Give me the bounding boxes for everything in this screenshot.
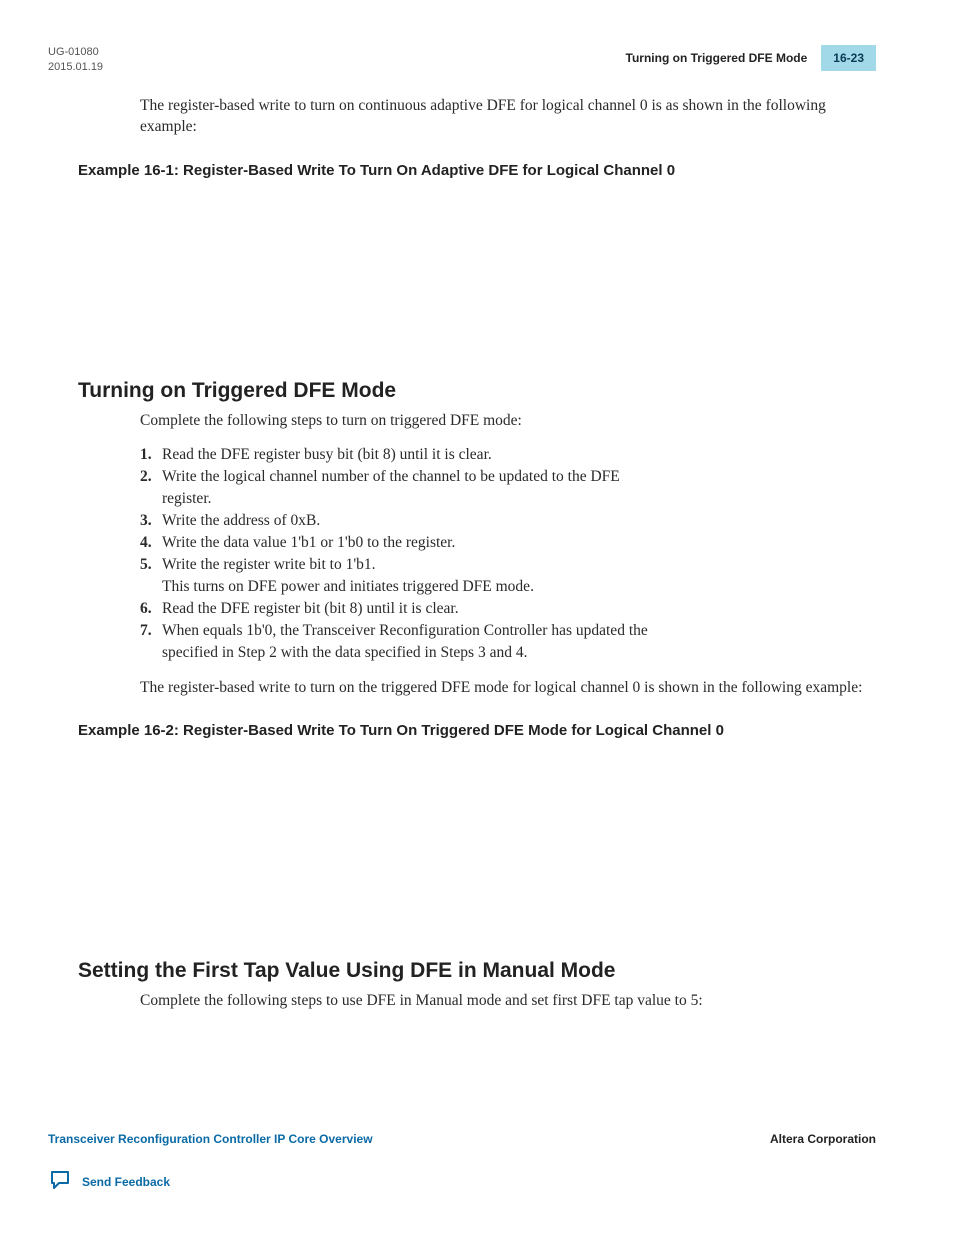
intro-paragraph: The register-based write to turn on cont… — [140, 96, 876, 138]
step-text: Read the DFE register busy bit (bit 8) u… — [162, 446, 492, 463]
doc-meta: UG-01080 2015.01.19 — [48, 45, 103, 76]
list-item: 1. Read the DFE register busy bit (bit 8)… — [140, 444, 876, 466]
step-text: Write the register write bit to 1'b1. — [162, 556, 376, 573]
list-item: 4. Write the data value 1'b1 or 1'b0 to t… — [140, 532, 876, 554]
heading-triggered-dfe: Turning on Triggered DFE Mode — [78, 379, 876, 403]
send-feedback-link[interactable]: Send Feedback — [48, 1168, 876, 1195]
example-2-title: Example 16-2: Register-Based Write To Tu… — [78, 722, 876, 739]
step-text: Write the logical channel number of the … — [162, 468, 620, 485]
step-sub: specified in Step 2 with the data specif… — [162, 642, 876, 664]
steps-list: 1. Read the DFE register busy bit (bit 8)… — [140, 444, 876, 664]
step-sub: register. — [162, 488, 876, 510]
footer-row: Transceiver Reconfiguration Controller I… — [48, 1132, 876, 1146]
send-feedback-label: Send Feedback — [82, 1175, 170, 1189]
step-text: When equals 1b'0, the Transceiver Reconf… — [162, 622, 648, 639]
list-item: 2. Write the logical channel number of th… — [140, 466, 876, 510]
step-text: Write the data value 1'b1 or 1'b0 to the… — [162, 534, 455, 551]
step-text: Write the address of 0xB. — [162, 512, 320, 529]
step-sub: This turns on DFE power and initiates tr… — [162, 576, 876, 598]
footer-company: Altera Corporation — [770, 1132, 876, 1146]
manual-intro: Complete the following steps to use DFE … — [140, 991, 876, 1012]
doc-id: UG-01080 — [48, 45, 103, 60]
triggered-intro: Complete the following steps to turn on … — [140, 411, 876, 432]
speech-bubble-icon — [48, 1168, 72, 1195]
list-item: 6. Read the DFE register bit (bit 8) unti… — [140, 598, 876, 620]
page-header: UG-01080 2015.01.19 Turning on Triggered… — [0, 0, 954, 76]
step-number: 2. — [140, 466, 152, 488]
heading-manual-mode: Setting the First Tap Value Using DFE in… — [78, 959, 876, 983]
page-number-badge: 16-23 — [821, 45, 876, 71]
triggered-outro: The register-based write to turn on the … — [140, 678, 876, 699]
page-footer: Transceiver Reconfiguration Controller I… — [0, 1132, 954, 1195]
list-item: 3. Write the address of 0xB. — [140, 510, 876, 532]
step-number: 3. — [140, 510, 152, 532]
list-item: 7. When equals 1b'0, the Transceiver Reco… — [140, 620, 876, 664]
step-number: 4. — [140, 532, 152, 554]
step-number: 6. — [140, 598, 152, 620]
step-number: 5. — [140, 554, 152, 576]
step-text: Read the DFE register bit (bit 8) until … — [162, 600, 459, 617]
header-right: Turning on Triggered DFE Mode 16-23 — [626, 45, 876, 71]
doc-date: 2015.01.19 — [48, 60, 103, 75]
example-1-title: Example 16-1: Register-Based Write To Tu… — [78, 162, 876, 179]
page-content: The register-based write to turn on cont… — [0, 76, 954, 1013]
list-item: 5. Write the register write bit to 1'b1. T… — [140, 554, 876, 598]
footer-left-link[interactable]: Transceiver Reconfiguration Controller I… — [48, 1132, 373, 1146]
step-number: 7. — [140, 620, 152, 642]
section-title: Turning on Triggered DFE Mode — [626, 51, 808, 65]
step-number: 1. — [140, 444, 152, 466]
